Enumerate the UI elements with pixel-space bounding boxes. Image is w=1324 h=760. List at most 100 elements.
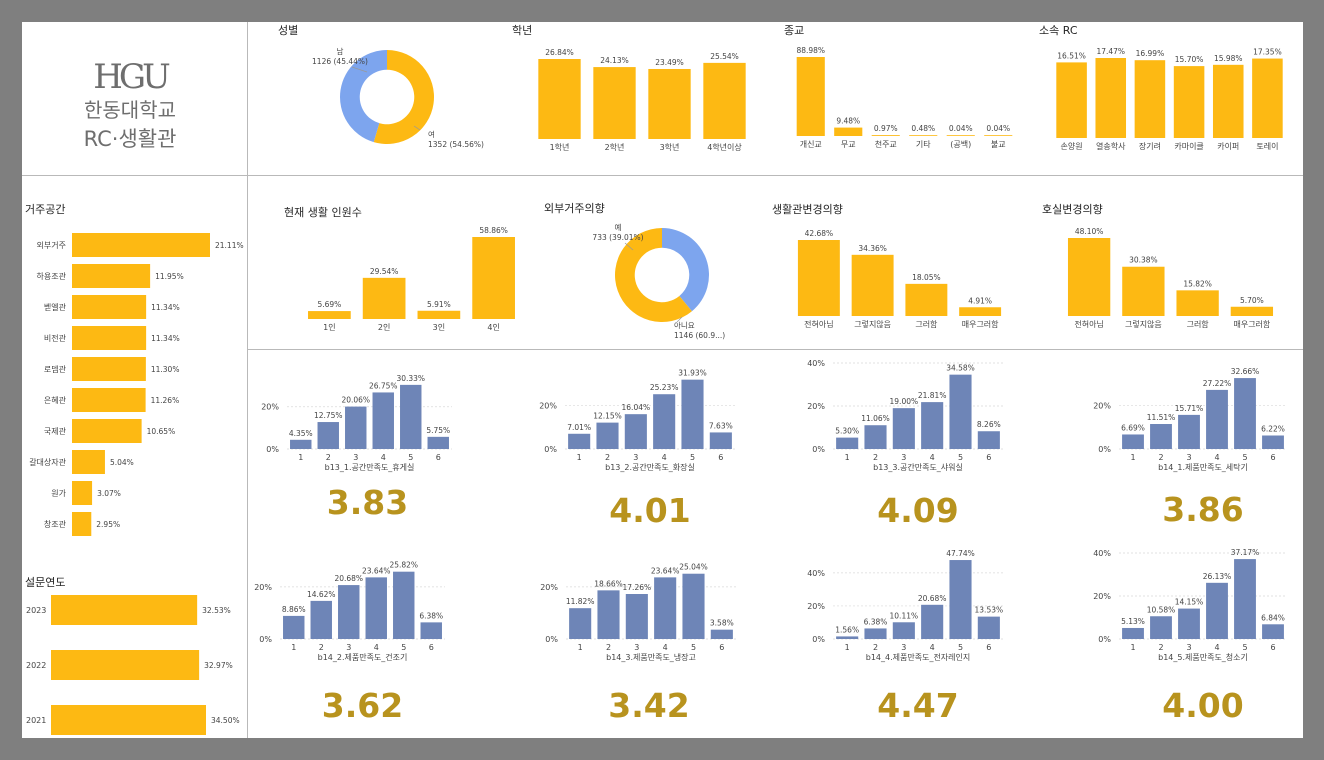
dormchange-category-label-2: 그러함 [915, 320, 938, 329]
residence-bar-3 [72, 326, 147, 350]
residence-category-label-1: 하용조관 [37, 271, 67, 281]
gender-slice-value-0: 1126 (45.44%) [312, 57, 368, 66]
rc-bar-value-4: 15.98% [1214, 54, 1243, 63]
roommates-bar-value-3: 58.86% [479, 226, 508, 235]
b13_3-bar-value-2: 19.00% [890, 397, 919, 406]
b14_4-bar-5 [977, 616, 1000, 639]
b14_3-bar-3 [654, 577, 677, 639]
b13_2-bar-5 [709, 432, 732, 449]
b13_2-bar-value-3: 25.23% [650, 383, 679, 392]
religion-chart: 종교 88.98% 개신교 9.48% 무교 0.97% 천주교 0.48% 기타 0.04% (공… [784, 24, 1013, 149]
b13_3-chart: 0% 20% 40% 5.30% 1 11.06% 2 19.00% 3 21.81% 4 34.58… [807, 359, 1003, 530]
roommates-category-label-1: 2인 [378, 322, 390, 332]
b14_4-bar-value-1: 6.38% [864, 617, 888, 626]
b14_5-category-label-5: 6 [1270, 643, 1275, 652]
divider [22, 175, 1303, 176]
b13_3-xaxis-title: b13_3.공간만족도_샤워실 [873, 462, 963, 472]
rc-category-label-2: 장기려 [1139, 141, 1161, 151]
b14_4-category-label-1: 2 [873, 643, 878, 652]
b14_5-bar-3 [1206, 582, 1228, 639]
dormchange-title: 생활관변경의향 [772, 202, 843, 216]
b13_2-xaxis-title: b13_2.공간만족도_화장실 [605, 462, 695, 472]
b13_2-bar-0 [568, 433, 591, 449]
b14_1-bar-2 [1178, 414, 1200, 449]
b14_5-mean-score: 4.00 [1162, 686, 1243, 725]
outside-slice-0 [662, 228, 709, 312]
religion-category-label-3: 기타 [916, 140, 931, 149]
grade-bar-2 [648, 68, 691, 139]
b13_2-chart: 0% 20% 7.01% 1 12.15% 2 16.04% 3 25.23% 4 31.93% 5 7… [539, 369, 735, 530]
gender-slice-value-1: 1352 (54.56%) [428, 140, 484, 149]
b14_2-category-label-5: 6 [429, 643, 434, 652]
b13_1-category-label-2: 3 [353, 453, 358, 462]
rc-title: 소속 RC [1039, 24, 1078, 37]
b14_3-category-label-4: 5 [691, 643, 696, 652]
gender-leader-line-0 [351, 66, 368, 73]
rc-bar-0 [1056, 62, 1087, 139]
roomchange-category-label-2: 그러함 [1187, 320, 1210, 329]
b13_3-category-label-1: 2 [873, 453, 878, 462]
religion-bar-3 [909, 135, 938, 136]
dormchange-bar-0 [797, 240, 840, 316]
roommates-bar-3 [472, 237, 515, 319]
b13_3-category-label-2: 3 [901, 453, 906, 462]
residence-bar-value-7: 5.04% [110, 458, 134, 467]
b13_3-bar-value-4: 34.58% [946, 364, 975, 373]
b13_1-ytick-label-0: 0% [266, 445, 279, 454]
rc-bar-value-2: 16.99% [1136, 49, 1165, 58]
b13_3-bar-3 [921, 402, 944, 449]
roomchange-bar-value-1: 30.38% [1129, 256, 1158, 265]
b13_2-category-label-0: 1 [577, 453, 582, 462]
b14_3-ytick-label-1: 20% [540, 583, 558, 592]
b14_1-bar-3 [1206, 389, 1228, 449]
year-category-label-2: 2021 [26, 716, 46, 725]
b14_2-category-label-0: 1 [291, 643, 296, 652]
roommates-bar-value-1: 29.54% [370, 267, 399, 276]
b14_4-ytick-label-0: 0% [812, 635, 825, 644]
b14_2-bar-5 [420, 622, 442, 639]
grade-bar-value-3: 25.54% [710, 52, 739, 61]
b13_2-ytick-label-0: 0% [544, 445, 557, 454]
year-bar-value-2: 34.50% [211, 716, 240, 725]
b14_1-category-label-3: 4 [1214, 453, 1219, 462]
residence-category-label-5: 은혜관 [44, 395, 67, 405]
residence-category-label-4: 로뎀관 [44, 364, 67, 374]
rc-category-label-3: 카마이클 [1174, 141, 1203, 151]
b13_2-bar-2 [624, 414, 647, 449]
roomchange-bar-2 [1176, 290, 1219, 316]
outside-slice-label-0: 예 [615, 222, 622, 232]
b14_5-bar-0 [1122, 627, 1144, 639]
b14_2-mean-score: 3.62 [322, 686, 403, 725]
b14_1-xaxis-title: b14_1.제품만족도_세탁기 [1158, 462, 1248, 472]
b13_2-bar-value-5: 7.63% [709, 421, 733, 430]
b14_4-bar-0 [836, 636, 859, 639]
residence-bar-4 [72, 357, 146, 381]
b14_4-bar-value-3: 20.68% [918, 594, 947, 603]
dormchange-bar-value-2: 18.05% [912, 273, 941, 282]
dormchange-bar-value-1: 34.36% [858, 244, 887, 253]
b13_2-bar-1 [596, 422, 619, 449]
b13_2-ytick-label-1: 20% [539, 402, 557, 411]
b14_3-bar-value-0: 11.82% [566, 597, 595, 606]
b13_3-ytick-label-1: 20% [807, 402, 825, 411]
outside-slice-value-1: 1146 (60.9...) [674, 331, 725, 340]
logo-university-name: 한동대학교 [84, 98, 176, 122]
residence-bar-6 [72, 419, 142, 443]
roomchange-category-label-1: 그렇지않음 [1125, 319, 1162, 329]
b14_3-category-label-2: 3 [634, 643, 639, 652]
residence-category-label-0: 외부거주 [37, 240, 66, 250]
roomchange-title: 호실변경의향 [1042, 203, 1103, 216]
roomchange-bar-value-0: 48.10% [1075, 227, 1104, 236]
outside-slice-label-1: 아니요 [674, 320, 695, 330]
b14_2-category-label-3: 4 [374, 643, 379, 652]
b13_2-bar-4 [681, 379, 704, 449]
religion-category-label-0: 개신교 [800, 139, 822, 149]
b14_4-bar-1 [864, 628, 887, 639]
b14_2-xaxis-title: b14_2.제품만족도_건조기 [318, 652, 408, 662]
b14_5-bar-2 [1178, 608, 1200, 639]
b14_5-bar-5 [1262, 624, 1284, 639]
grade-bar-value-2: 23.49% [655, 58, 684, 67]
b14_1-bar-5 [1262, 435, 1284, 449]
